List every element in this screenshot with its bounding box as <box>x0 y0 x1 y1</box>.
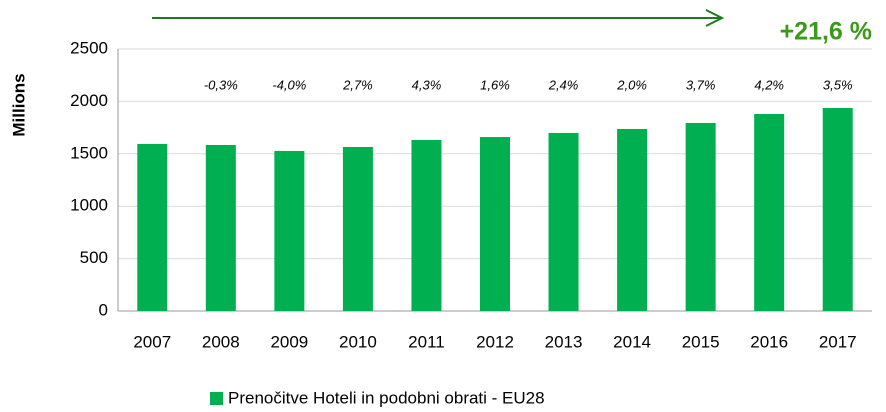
y-tick-label: 1000 <box>70 196 108 215</box>
growth-label: 4,3% <box>412 77 442 92</box>
growth-label: 1,6% <box>480 77 510 92</box>
x-tick-label: 2015 <box>682 332 720 351</box>
growth-label: 2,7% <box>342 77 373 92</box>
total-growth: +21,6 % <box>780 18 872 46</box>
growth-label: 3,7% <box>686 77 716 92</box>
x-tick-label: 2012 <box>476 332 514 351</box>
bar <box>411 139 442 311</box>
y-tick-label: 2500 <box>70 38 108 57</box>
growth-label: -0,3% <box>204 77 238 92</box>
legend-label: Prenočitve Hoteli in podobni obrati - EU… <box>228 388 545 407</box>
x-tick-label: 2008 <box>202 332 240 351</box>
bar <box>137 143 168 311</box>
growth-label: -4,0% <box>272 77 306 92</box>
bar <box>617 128 648 311</box>
x-tick-label: 2017 <box>819 332 857 351</box>
bar <box>754 113 785 311</box>
y-tick-label: 500 <box>80 248 108 267</box>
growth-label: 4,2% <box>754 77 784 92</box>
x-tick-label: 2016 <box>750 332 788 351</box>
legend-swatch <box>210 392 223 405</box>
y-tick-label: 2000 <box>70 91 108 110</box>
x-tick-label: 2009 <box>270 332 308 351</box>
x-tick-label: 2011 <box>408 332 445 351</box>
y-tick-label: 0 <box>99 300 108 319</box>
x-tick-label: 2014 <box>613 332 651 351</box>
bar <box>480 137 510 311</box>
x-tick-label: 2007 <box>133 332 171 351</box>
x-tick-label: 2010 <box>339 332 377 351</box>
growth-label: 2,0% <box>616 77 647 92</box>
bar <box>342 146 373 311</box>
bar <box>685 122 716 311</box>
bar <box>205 144 236 311</box>
trend-arrow-head <box>705 9 725 27</box>
x-tick-label: 2013 <box>545 332 583 351</box>
growth-label: 2,4% <box>548 77 579 92</box>
bar <box>274 150 305 311</box>
y-axis-label: Millions <box>9 73 28 136</box>
bar <box>822 108 853 311</box>
y-tick-label: 1500 <box>70 143 108 162</box>
growth-label: 3,5% <box>823 77 853 92</box>
bar <box>548 132 579 311</box>
